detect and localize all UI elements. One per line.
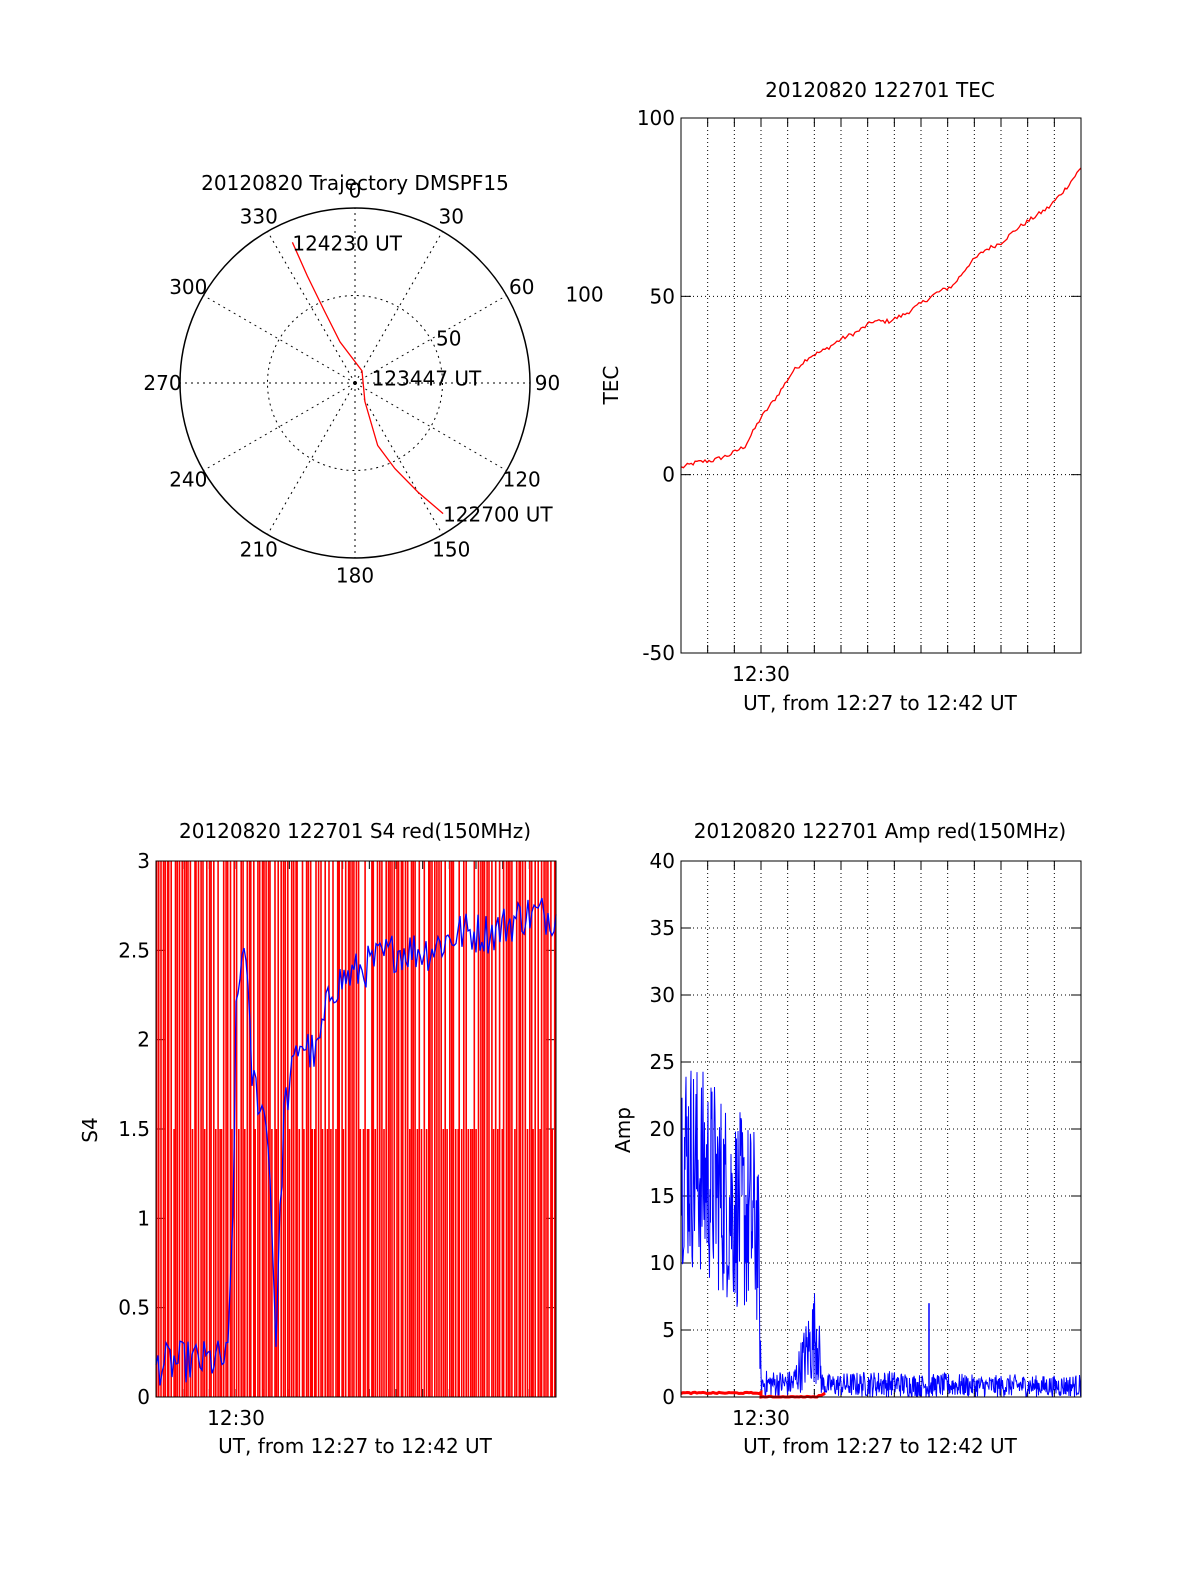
s4-series-1-line (155, 897, 557, 1386)
amp-title: 20120820 122701 Amp red(150MHz) (694, 819, 1066, 843)
tec-xticks: 12:30 (707, 118, 1055, 686)
polar-annotation: 122700 UT (443, 503, 553, 527)
amp-ytick-label: 40 (650, 849, 675, 873)
tec-plot-frame (680, 117, 1082, 654)
polar-spoke (354, 231, 443, 384)
polar-spoke (354, 382, 443, 535)
polar-theta-tick-label: 90 (535, 371, 560, 395)
polar-theta-tick-label: 0 (349, 179, 362, 203)
tec-ytick-label: -50 (642, 641, 675, 665)
amp-ytick-label: 30 (650, 983, 675, 1007)
polar-theta-tick-label: 240 (169, 467, 207, 491)
amp-xlabel: UT, from 12:27 to 12:42 UT (743, 1434, 1018, 1458)
tec-panel: 20120820 122701 TEC TEC UT, from 12:27 t… (599, 78, 1082, 715)
amp-series (680, 1070, 1081, 1399)
polar-theta-tick-label: 330 (240, 204, 278, 228)
s4-ytick-label: 3 (137, 849, 150, 873)
s4-xlabel: UT, from 12:27 to 12:42 UT (218, 1434, 493, 1458)
polar-spoke (267, 382, 356, 535)
amp-ytick-label: 10 (650, 1251, 675, 1275)
tec-series (681, 167, 1082, 469)
amp-ytick-label: 15 (650, 1184, 675, 1208)
tec-yticks: -50 0 50 100 (637, 106, 1081, 665)
polar-theta-tick-label: 210 (240, 538, 278, 562)
amp-xtick-label: 12:30 (732, 1406, 790, 1430)
polar-theta-tick-label: 120 (503, 467, 541, 491)
amp-ytick-label: 5 (662, 1318, 675, 1342)
trajectory-grid (179, 207, 531, 559)
tec-title: 20120820 122701 TEC (765, 78, 995, 102)
s4-ytick-label: 2 (137, 1028, 150, 1052)
polar-annotation: 123447 UT (372, 367, 482, 391)
polar-spoke (354, 295, 507, 384)
amp-ytick-label: 25 (650, 1050, 675, 1074)
tec-ytick-label: 50 (650, 284, 675, 308)
polar-radial-tick-label: 100 (565, 283, 603, 307)
s4-ytick-label: 2.5 (118, 938, 150, 962)
trajectory-title: 20120820 Trajectory DMSPF15 (201, 171, 509, 195)
tec-xtick-label: 12:30 (732, 662, 790, 686)
amp-panel: 20120820 122701 Amp red(150MHz) Amp UT, … (611, 819, 1082, 1458)
amp-yticks: 0 5 10 15 20 25 30 35 40 (650, 849, 1081, 1409)
amp-series-1-line (680, 1389, 826, 1399)
amp-grid (681, 861, 1081, 1397)
s4-ytick-label: 1 (137, 1206, 150, 1230)
s4-ytick-label: 0 (137, 1385, 150, 1409)
amp-plot-frame (680, 860, 1082, 1398)
s4-ytick-label: 0.5 (118, 1296, 150, 1320)
polar-theta-tick-label: 300 (169, 275, 207, 299)
amp-xticks: 12:30 (707, 861, 1055, 1430)
tec-series-0-line (681, 167, 1082, 469)
amp-ytick-label: 20 (650, 1117, 675, 1141)
tec-ytick-label: 0 (662, 463, 675, 487)
tec-ytick-label: 100 (637, 106, 675, 130)
polar-theta-tick-label: 180 (336, 564, 374, 588)
polar-annotation: 124230 UT (292, 231, 402, 255)
polar-spoke (203, 295, 356, 384)
trajectory-panel: 20120820 Trajectory DMSPF15 0 30 60 90 120 15… (143, 171, 603, 588)
trajectory-theta-tick-labels: 0 30 60 90 120 150 180 210 240 270 300 330 (143, 179, 560, 588)
s4-title: 20120820 122701 S4 red(150MHz) (179, 819, 531, 843)
s4-ylabel: S4 (78, 1117, 102, 1142)
s4-ytick-label: 1.5 (118, 1117, 150, 1141)
polar-radial-gridcircle (267, 295, 443, 471)
tec-ylabel: TEC (599, 366, 623, 406)
polar-radial-tick-label: 50 (436, 326, 461, 350)
polar-theta-tick-label: 150 (432, 538, 470, 562)
amp-series-0-line (680, 1070, 1081, 1398)
trajectory-radial-tick-labels: 50 100 (436, 283, 604, 351)
tec-grid (681, 118, 1081, 653)
trajectory-series-line (291, 242, 444, 515)
s4-series (155, 861, 557, 1397)
amp-ytick-label: 35 (650, 916, 675, 940)
s4-xtick-label: 12:30 (207, 1406, 265, 1430)
polar-theta-tick-label: 30 (439, 204, 464, 228)
polar-spoke (267, 231, 356, 384)
trajectory-annotations: 124230 UT 123447 UT 122700 UT (292, 231, 553, 526)
polar-theta-tick-label: 60 (509, 275, 534, 299)
amp-ytick-label: 0 (662, 1385, 675, 1409)
tec-xlabel: UT, from 12:27 to 12:42 UT (743, 691, 1018, 715)
s4-plot-frame (155, 860, 557, 1398)
polar-spoke (354, 382, 507, 471)
polar-spoke (203, 382, 356, 471)
polar-theta-tick-label: 270 (143, 371, 181, 395)
amp-ylabel: Amp (611, 1107, 635, 1153)
s4-panel: 20120820 122701 S4 red(150MHz) S4 UT, fr… (78, 819, 557, 1458)
